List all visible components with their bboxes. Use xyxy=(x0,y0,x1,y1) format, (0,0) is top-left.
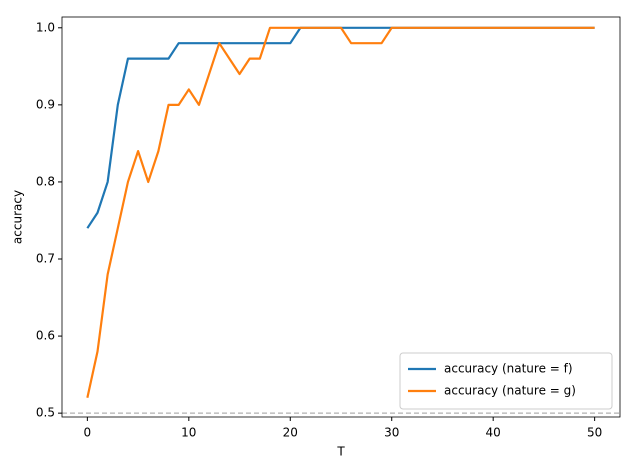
x-tick-label: 0 xyxy=(84,426,92,440)
y-tick-label: 1.0 xyxy=(36,20,55,34)
legend-label: accuracy (nature = f) xyxy=(444,362,573,376)
x-tick-label: 20 xyxy=(283,426,298,440)
plot-frame xyxy=(61,16,621,418)
y-tick-label: 0.5 xyxy=(36,406,55,420)
y-axis-label: accuracy xyxy=(11,190,25,244)
x-tick-label: 10 xyxy=(181,426,196,440)
x-axis-label: T xyxy=(336,445,345,459)
y-tick-label: 0.8 xyxy=(36,174,55,188)
x-tick-label: 40 xyxy=(486,426,501,440)
y-tick-label: 0.9 xyxy=(36,97,55,111)
legend-label: accuracy (nature = g) xyxy=(444,384,576,398)
y-tick-label: 0.6 xyxy=(36,329,55,343)
line xyxy=(86,26,595,398)
x-tick-label: 50 xyxy=(587,426,602,440)
legend-box xyxy=(399,352,613,410)
y-tick-label: 0.7 xyxy=(36,252,55,266)
x-tick-label: 30 xyxy=(384,426,399,440)
